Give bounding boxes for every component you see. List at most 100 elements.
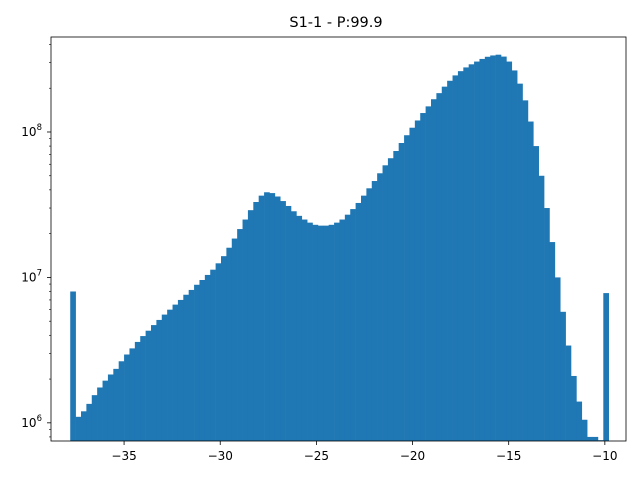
x-tick-label: −15 <box>496 449 521 463</box>
histogram-bar <box>264 192 270 441</box>
histogram-bar <box>350 209 356 441</box>
histogram-bar <box>285 205 292 441</box>
histogram-bar <box>517 83 523 442</box>
histogram-bar <box>280 201 286 441</box>
histogram-bar <box>134 341 141 441</box>
histogram-bar <box>565 345 572 441</box>
histogram-bar <box>522 100 529 442</box>
histogram-bars <box>70 54 609 442</box>
histogram-bar <box>129 348 136 441</box>
histogram-bar <box>140 336 146 441</box>
histogram-bar <box>167 309 173 441</box>
histogram-bar <box>102 380 109 441</box>
histogram-bar <box>436 93 443 441</box>
histogram-bar <box>188 289 195 441</box>
histogram-bar <box>334 222 340 441</box>
histogram-bar <box>447 80 453 441</box>
histogram-bar <box>301 219 308 441</box>
histogram-bar <box>269 193 276 441</box>
histogram-bar <box>377 173 383 442</box>
histogram-bar <box>592 436 599 441</box>
histogram-bar <box>215 263 222 441</box>
histogram-bar <box>323 225 329 441</box>
histogram-bar <box>221 256 227 441</box>
histogram-bar <box>258 195 265 441</box>
histogram-bar <box>307 222 313 441</box>
histogram-bar <box>291 211 297 441</box>
histogram-bar <box>571 375 577 441</box>
histogram-bar <box>361 195 367 441</box>
histogram-bar <box>253 202 259 441</box>
histogram-bar <box>242 219 249 441</box>
histogram-bar <box>597 440 604 441</box>
histogram-bar <box>113 368 119 441</box>
histogram-bar <box>183 294 189 441</box>
histogram-bar <box>409 127 416 441</box>
histogram-bar <box>576 401 583 441</box>
x-tick-label: −10 <box>592 449 617 463</box>
histogram-bar <box>226 247 233 441</box>
histogram-bar <box>441 86 448 441</box>
histogram-bar <box>560 311 566 441</box>
histogram-bar <box>91 395 98 441</box>
histogram-bar <box>274 196 281 441</box>
histogram-bar <box>404 135 410 442</box>
histogram-bar <box>312 224 319 441</box>
histogram-bar <box>501 56 507 442</box>
y-axis-ticks: 106 107 108 <box>21 44 51 438</box>
histogram-bar <box>371 181 378 441</box>
histogram-bar <box>479 58 486 442</box>
histogram-bar <box>457 71 464 441</box>
histogram-bar <box>366 188 373 441</box>
histogram-bar <box>387 158 394 442</box>
plot-frame <box>50 36 627 442</box>
histogram-bar <box>328 224 335 441</box>
x-tick-label: −20 <box>400 449 425 463</box>
histogram-bar <box>237 229 243 441</box>
histogram-bar <box>107 374 114 441</box>
histogram-bar <box>156 319 163 441</box>
histogram-bar <box>355 202 362 441</box>
histogram-bar <box>538 175 545 441</box>
x-tick-label: −25 <box>304 449 329 463</box>
histogram-bar <box>544 208 550 441</box>
histogram-bar <box>474 61 480 442</box>
histogram-bar <box>75 416 82 441</box>
histogram-bar <box>511 70 518 441</box>
histogram-bar <box>581 419 588 441</box>
histogram-bar <box>463 67 469 442</box>
histogram-bar <box>81 411 87 441</box>
histogram-bar <box>204 274 211 441</box>
histogram-bar <box>339 219 346 441</box>
histogram-bar <box>194 284 200 441</box>
x-axis-ticks: −35 −30 −25 −20 −15 −10 <box>111 441 618 463</box>
histogram-bar <box>554 277 561 441</box>
x-tick-label: −35 <box>111 449 136 463</box>
histogram-bar <box>468 64 475 441</box>
y-tick-label: 106 <box>21 414 42 430</box>
histogram-bar <box>86 403 93 441</box>
histogram-bar <box>97 387 103 441</box>
histogram-bar <box>296 215 303 441</box>
histogram-bar <box>420 113 426 441</box>
histogram-bar <box>587 436 593 441</box>
histogram-bar <box>118 361 125 441</box>
histogram-bar <box>317 225 324 441</box>
histogram-bar <box>161 314 168 441</box>
histogram-bar <box>490 55 496 441</box>
histogram-bar <box>527 121 534 441</box>
histogram-bar <box>344 214 351 441</box>
y-tick-label: 107 <box>21 268 42 284</box>
histogram-bar <box>495 54 502 441</box>
histogram-bar <box>533 146 539 441</box>
chart-title: S1-1 - P:99.9 <box>289 15 382 31</box>
histogram-bar <box>199 279 206 441</box>
histogram-bar <box>177 299 184 441</box>
histogram-bar <box>484 56 491 441</box>
histogram-bar <box>393 151 399 441</box>
histogram-bar <box>172 304 179 441</box>
histogram-bar <box>124 354 130 441</box>
histogram-bar <box>247 210 254 441</box>
histogram-bar <box>398 143 405 441</box>
histogram-bar <box>414 120 421 441</box>
